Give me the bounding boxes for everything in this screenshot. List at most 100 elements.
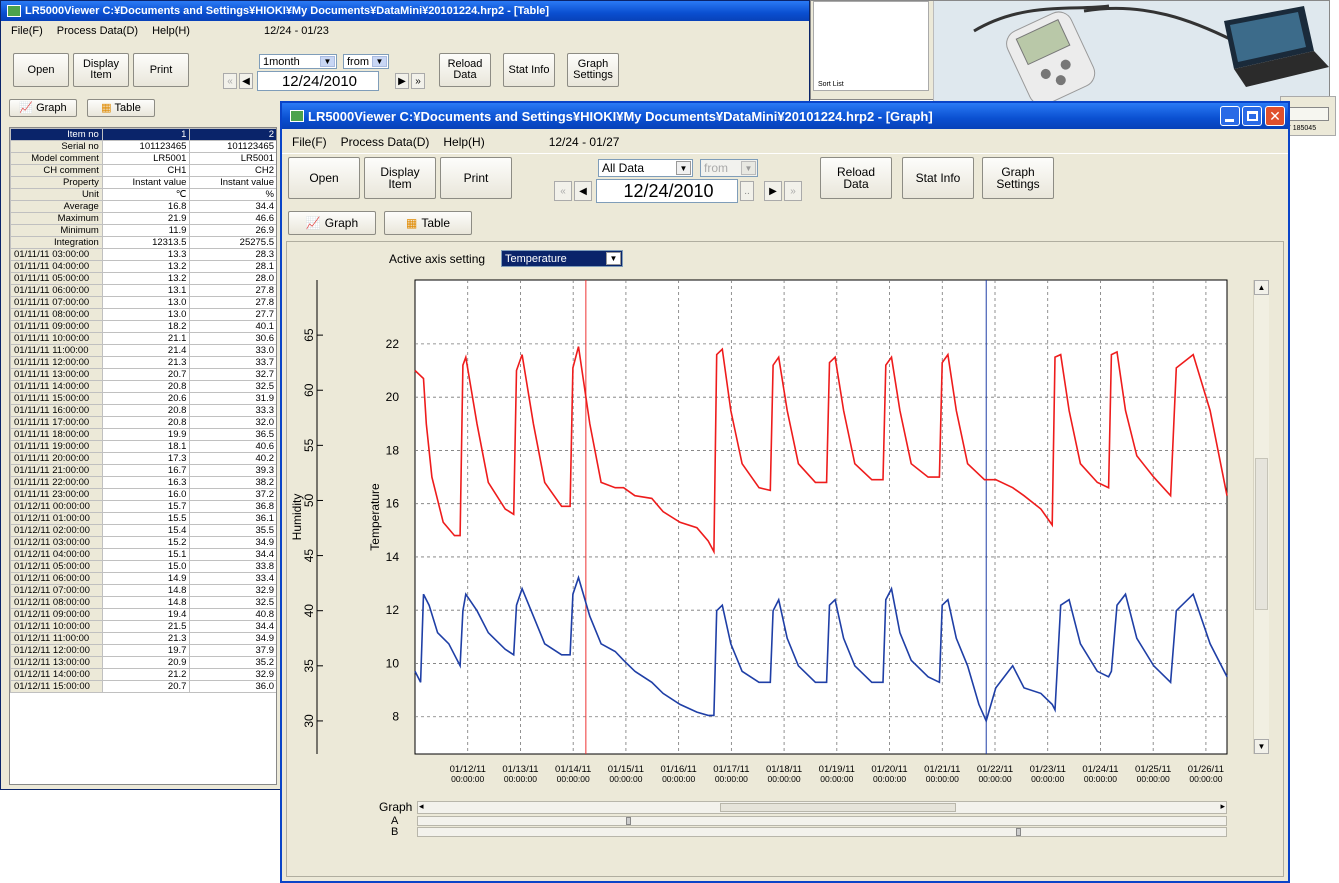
value-cell: 21.3 bbox=[101, 356, 191, 369]
last-page-button[interactable]: » bbox=[411, 73, 425, 89]
table-row[interactable]: 01/11/11 13:00:00 20.7 32.7 bbox=[10, 368, 276, 381]
chevron-down-icon: ▼ bbox=[741, 161, 756, 175]
prev-button[interactable]: ◀ bbox=[239, 73, 253, 89]
first-page-button[interactable]: « bbox=[223, 73, 237, 89]
display-item-button[interactable]: Display Item bbox=[364, 157, 436, 199]
table-row[interactable]: 01/11/11 14:00:00 20.8 32.5 bbox=[10, 380, 276, 393]
table-row[interactable]: 01/12/11 05:00:00 15.0 33.8 bbox=[10, 560, 276, 573]
period-select[interactable]: All Data ▼ bbox=[598, 159, 693, 177]
table-row[interactable]: 01/12/11 07:00:00 14.8 32.9 bbox=[10, 584, 276, 597]
date-picker-button[interactable]: .. bbox=[740, 181, 754, 201]
table-row[interactable]: 01/11/11 21:00:00 16.7 39.3 bbox=[10, 464, 276, 477]
scroll-thumb[interactable] bbox=[1255, 458, 1268, 610]
table-row[interactable]: 01/11/11 17:00:00 20.8 32.0 bbox=[10, 416, 276, 429]
date-field[interactable]: 12/24/2010 bbox=[596, 179, 738, 203]
period-select[interactable]: 1month ▼ bbox=[259, 54, 337, 69]
value-cell: 35.2 bbox=[189, 656, 276, 669]
close-button[interactable]: ✕ bbox=[1265, 106, 1285, 126]
table-row[interactable]: 01/11/11 10:00:00 21.1 30.6 bbox=[10, 332, 276, 345]
table-row[interactable]: 01/11/11 04:00:00 13.2 28.1 bbox=[10, 260, 276, 273]
print-button[interactable]: Print bbox=[133, 53, 189, 87]
table-row[interactable]: 01/12/11 02:00:00 15.4 35.5 bbox=[10, 524, 276, 537]
reload-data-button[interactable]: Reload Data bbox=[820, 157, 892, 199]
minimize-button[interactable] bbox=[1220, 106, 1240, 126]
menu-process-data[interactable]: Process Data(D) bbox=[56, 25, 139, 37]
menu-file[interactable]: File(F) bbox=[292, 135, 327, 149]
first-page-button[interactable]: « bbox=[554, 181, 572, 201]
table-row[interactable]: 01/12/11 10:00:00 21.5 34.4 bbox=[10, 620, 276, 633]
table-row[interactable]: 01/11/11 23:00:00 16.0 37.2 bbox=[10, 488, 276, 501]
x-tick-label: 01/12/11 bbox=[450, 764, 486, 775]
humidity-tick-label: 30 bbox=[302, 714, 316, 728]
table-row[interactable]: 01/11/11 16:00:00 20.8 33.3 bbox=[10, 404, 276, 417]
status-button[interactable] bbox=[1289, 107, 1329, 121]
open-button[interactable]: Open bbox=[288, 157, 360, 199]
table-row[interactable]: 01/12/11 13:00:00 20.9 35.2 bbox=[10, 656, 276, 669]
meta-value-cell: 46.6 bbox=[189, 212, 276, 225]
table-row[interactable]: 01/12/11 11:00:00 21.3 34.9 bbox=[10, 632, 276, 645]
table-row[interactable]: 01/11/11 08:00:00 13.0 27.7 bbox=[10, 308, 276, 321]
scroll-down-button[interactable]: ▼ bbox=[1254, 739, 1269, 754]
table-row[interactable]: 01/12/11 04:00:00 15.1 34.4 bbox=[10, 548, 276, 561]
meta-value-cell: 25275.5 bbox=[189, 236, 276, 249]
menu-file[interactable]: File(F) bbox=[11, 25, 43, 37]
prev-button[interactable]: ◀ bbox=[574, 181, 592, 201]
table-row[interactable]: 01/12/11 15:00:00 20.7 36.0 bbox=[10, 680, 276, 693]
table-row[interactable]: 01/11/11 03:00:00 13.3 28.3 bbox=[10, 248, 276, 261]
active-axis-select[interactable]: Temperature ▼ bbox=[501, 250, 623, 267]
table-row[interactable]: 01/11/11 18:00:00 19.9 36.5 bbox=[10, 428, 276, 441]
table-row[interactable]: 01/12/11 01:00:00 15.5 36.1 bbox=[10, 512, 276, 525]
table-row[interactable]: 01/11/11 06:00:00 13.1 27.8 bbox=[10, 284, 276, 297]
y-tick-label: 8 bbox=[392, 710, 399, 724]
tab-graph[interactable]: 📈 Graph bbox=[9, 99, 77, 117]
cursor-a-thumb[interactable] bbox=[626, 817, 631, 825]
stat-info-button[interactable]: Stat Info bbox=[503, 53, 555, 87]
cursor-b-slider[interactable] bbox=[417, 827, 1227, 837]
open-button[interactable]: Open bbox=[13, 53, 69, 87]
scroll-up-button[interactable]: ▲ bbox=[1254, 280, 1269, 295]
last-page-button[interactable]: » bbox=[784, 181, 802, 201]
table-row[interactable]: 01/11/11 09:00:00 18.2 40.1 bbox=[10, 320, 276, 333]
table-row[interactable]: 01/12/11 14:00:00 21.2 32.9 bbox=[10, 668, 276, 681]
next-button[interactable]: ▶ bbox=[764, 181, 782, 201]
table-row[interactable]: 01/11/11 20:00:00 17.3 40.2 bbox=[10, 452, 276, 465]
menu-help[interactable]: Help(H) bbox=[152, 25, 190, 37]
table-row[interactable]: 01/12/11 00:00:00 15.7 36.8 bbox=[10, 500, 276, 513]
table-row[interactable]: 01/12/11 08:00:00 14.8 32.5 bbox=[10, 596, 276, 609]
timestamp-cell: 01/11/11 17:00:00 bbox=[10, 416, 103, 429]
print-button[interactable]: Print bbox=[440, 157, 512, 199]
table-row[interactable]: 01/12/11 12:00:00 19.7 37.9 bbox=[10, 644, 276, 657]
tab-graph[interactable]: 📈 Graph bbox=[288, 211, 376, 235]
graph-scrollbar[interactable]: ◂ ▸ bbox=[417, 801, 1227, 814]
menu-process-data[interactable]: Process Data(D) bbox=[340, 135, 430, 149]
tab-table[interactable]: ▦ Table bbox=[87, 99, 155, 117]
from-select[interactable]: from ▼ bbox=[700, 159, 758, 177]
table-row[interactable]: 01/11/11 19:00:00 18.1 40.6 bbox=[10, 440, 276, 453]
table-row[interactable]: 01/11/11 07:00:00 13.0 27.8 bbox=[10, 296, 276, 309]
table-row[interactable]: 01/12/11 06:00:00 14.9 33.4 bbox=[10, 572, 276, 585]
table-row[interactable]: 01/11/11 15:00:00 20.6 31.9 bbox=[10, 392, 276, 405]
menu-help[interactable]: Help(H) bbox=[443, 135, 485, 149]
table-row[interactable]: 01/11/11 11:00:00 21.4 33.0 bbox=[10, 344, 276, 357]
table-row[interactable]: 01/12/11 03:00:00 15.2 34.9 bbox=[10, 536, 276, 549]
graph-settings-button[interactable]: Graph Settings bbox=[982, 157, 1054, 199]
table-row[interactable]: 01/11/11 05:00:00 13.2 28.0 bbox=[10, 272, 276, 285]
next-button[interactable]: ▶ bbox=[395, 73, 409, 89]
stat-info-button[interactable]: Stat Info bbox=[902, 157, 974, 199]
tab-table[interactable]: ▦ Table bbox=[384, 211, 472, 235]
date-field[interactable]: 12/24/2010 bbox=[257, 71, 379, 91]
table-row[interactable]: 01/11/11 12:00:00 21.3 33.7 bbox=[10, 356, 276, 369]
value-cell: 21.5 bbox=[101, 620, 191, 633]
graph-settings-button[interactable]: Graph Settings bbox=[567, 53, 619, 87]
table-row[interactable]: 01/11/11 22:00:00 16.3 38.2 bbox=[10, 476, 276, 489]
maximize-button[interactable] bbox=[1242, 106, 1262, 126]
table-row[interactable]: 01/12/11 09:00:00 19.4 40.8 bbox=[10, 608, 276, 621]
cursor-a-slider[interactable] bbox=[417, 816, 1227, 826]
sort-list-label: Sort List bbox=[818, 81, 844, 88]
chart-vertical-scrollbar[interactable]: ▲ ▼ bbox=[1253, 280, 1269, 754]
reload-data-button[interactable]: Reload Data bbox=[439, 53, 491, 87]
cursor-b-thumb[interactable] bbox=[1016, 828, 1021, 836]
from-select[interactable]: from ▼ bbox=[343, 54, 389, 69]
graph-scroll-thumb[interactable] bbox=[720, 803, 956, 812]
display-item-button[interactable]: Display Item bbox=[73, 53, 129, 87]
